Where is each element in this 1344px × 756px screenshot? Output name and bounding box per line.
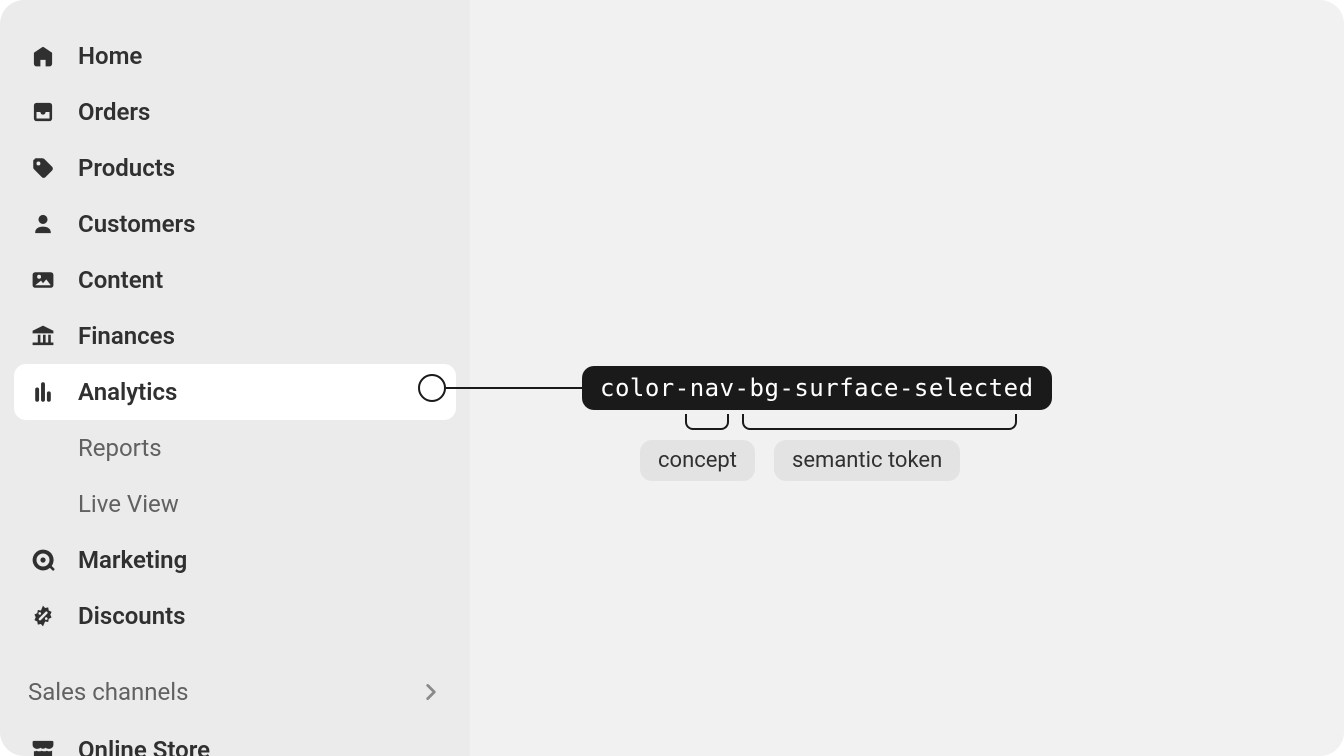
person-icon (28, 209, 58, 239)
sidebar-item-discounts[interactable]: Discounts (14, 588, 456, 644)
sidebar-item-label: Products (78, 154, 175, 182)
annotation-marker (418, 374, 446, 402)
sidebar-subitem-reports[interactable]: Reports (14, 420, 456, 476)
sidebar-item-products[interactable]: Products (14, 140, 456, 196)
sidebar-item-label: Finances (78, 322, 175, 350)
analytics-sublist: Reports Live View (14, 420, 456, 532)
sidebar-subitem-label: Reports (78, 434, 162, 462)
token-name-pill: color-nav-bg-surface-selected (582, 366, 1052, 410)
sidebar-item-orders[interactable]: Orders (14, 84, 456, 140)
tag-icon (28, 153, 58, 183)
analytics-icon (28, 377, 58, 407)
sidebar-subitem-liveview[interactable]: Live View (14, 476, 456, 532)
bank-icon (28, 321, 58, 351)
bracket-semantic (742, 414, 1017, 430)
sidebar-item-online-store[interactable]: Online Store (14, 722, 456, 756)
sales-channels-list: Online Store (14, 722, 456, 756)
sidebar-item-label: Discounts (78, 602, 186, 630)
sidebar: Home Orders Products Customers (0, 0, 470, 756)
chevron-right-icon (420, 681, 442, 703)
sidebar-item-label: Orders (78, 98, 150, 126)
app-frame: Home Orders Products Customers (0, 0, 1344, 756)
sidebar-item-analytics[interactable]: Analytics (14, 364, 456, 420)
sidebar-item-marketing[interactable]: Marketing (14, 532, 456, 588)
sidebar-item-label: Online Store (78, 736, 210, 756)
bracket-concept (685, 414, 729, 430)
nav-list: Home Orders Products Customers (14, 28, 456, 644)
discount-icon (28, 601, 58, 631)
sidebar-item-label: Content (78, 266, 163, 294)
sidebar-item-label: Customers (78, 210, 196, 238)
target-icon (28, 545, 58, 575)
sidebar-item-content[interactable]: Content (14, 252, 456, 308)
section-label: Sales channels (28, 678, 189, 706)
annotation-connector (446, 387, 582, 389)
orders-icon (28, 97, 58, 127)
sidebar-item-label: Analytics (78, 378, 177, 406)
sidebar-item-label: Marketing (78, 546, 187, 574)
image-icon (28, 265, 58, 295)
home-icon (28, 41, 58, 71)
sidebar-item-label: Home (78, 42, 142, 70)
sidebar-item-home[interactable]: Home (14, 28, 456, 84)
sidebar-item-finances[interactable]: Finances (14, 308, 456, 364)
sidebar-item-customers[interactable]: Customers (14, 196, 456, 252)
sidebar-section-sales-channels[interactable]: Sales channels (14, 664, 456, 720)
tag-semantic: semantic token (774, 440, 960, 481)
store-icon (28, 735, 58, 756)
sidebar-subitem-label: Live View (78, 490, 179, 518)
tag-concept: concept (640, 440, 755, 481)
